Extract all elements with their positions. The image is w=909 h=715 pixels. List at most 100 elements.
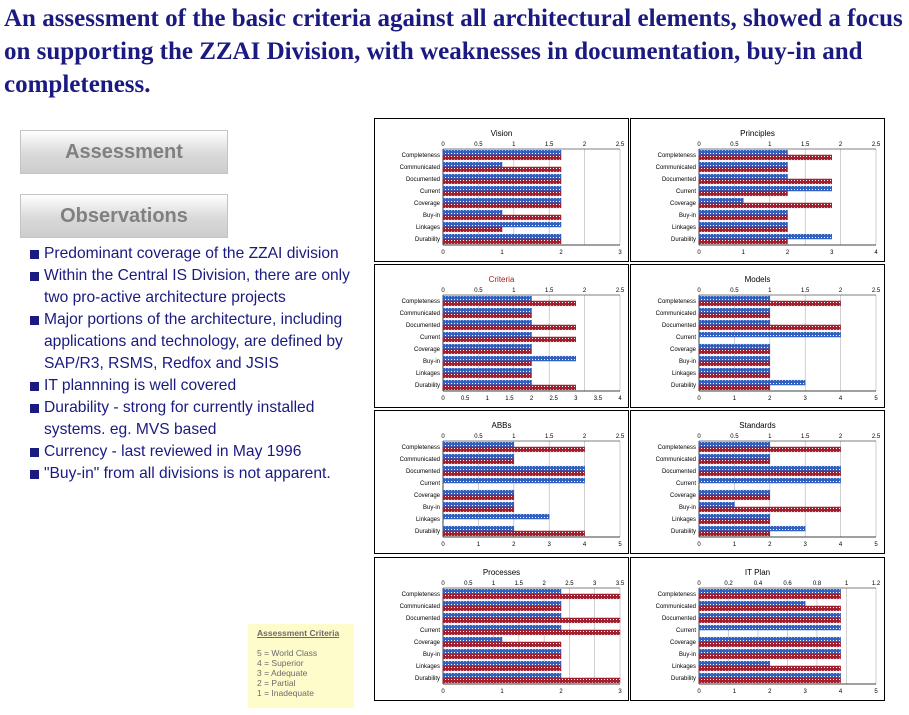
category-label: Completeness [658,153,696,159]
bottom-tick-label: 2 [768,396,772,402]
bar-blue [442,489,515,496]
bar-blue [698,343,771,350]
category-label: Completeness [658,592,696,598]
bar-blue [442,367,532,374]
bar-blue [698,513,771,520]
category-label: Linkages [672,371,696,377]
bar-blue [442,161,503,168]
top-tick-label: 1.5 [515,581,524,587]
category-label: Current [676,189,696,195]
bar-red [698,190,788,197]
chart-svg: IT Plan 0 0.2 0.4 0.6 0.8 1 1.2 0 1 2 3 4 5 Completene… [656,568,881,695]
bottom-tick-label: 5 [874,542,878,548]
legend-item: 1 = Inadequate [257,688,314,698]
top-tick-label: 0.5 [730,288,739,294]
bottom-tick-label: 4 [874,250,878,256]
bar-red [442,300,576,307]
top-tick-label: 2 [583,434,587,440]
bar-blue [442,648,562,655]
chart-svg: ABBs 0 0.5 1 1.5 2 2.5 0 1 2 3 4 5 Completeness Commun… [400,421,625,548]
bar-blue [698,489,771,496]
category-label: Completeness [402,299,440,305]
bar-red [442,494,515,501]
bar-red [442,653,562,660]
bottom-tick-label: 1 [733,396,737,402]
chart-abbs: ABBs 0 0.5 1 1.5 2 2.5 0 1 2 3 4 5 Completeness Commun… [374,410,629,554]
bar-blue [698,501,735,508]
bar-red [442,312,532,319]
bottom-tick-label: 0 [697,542,701,548]
top-tick-label: 1.5 [801,142,810,148]
bar-blue [442,588,562,595]
bar-red [442,641,562,648]
category-label: Linkages [672,517,696,523]
bar-blue [442,501,515,508]
bar-blue [698,233,832,240]
observation-item: Within the Central IS Division, there ar… [30,265,360,309]
top-tick-label: 0.5 [730,434,739,440]
bar-blue [442,453,515,460]
chart-processes: Processes 0 0.5 1 1.5 2 2.5 3 3.5 0 1 2 3 Completenes… [374,557,629,701]
category-label: Coverage [414,640,441,646]
chart-models: Models 0 0.5 1 1.5 2 2.5 0 1 2 3 4 5 Completeness Comm… [630,264,885,408]
bar-blue [698,197,744,204]
top-tick-label: 2.5 [616,434,625,440]
bar-red [698,360,771,367]
category-label: Completeness [402,153,440,159]
bar-red [442,446,585,453]
chart-title: Standards [739,421,775,430]
top-tick-label: 1 [512,142,516,148]
category-label: Coverage [670,347,697,353]
observation-text: Currency - last reviewed in May 1996 [44,443,302,460]
category-label: Completeness [402,445,440,451]
top-tick-label: 1 [768,288,772,294]
assessment-button[interactable]: Assessment [20,130,228,174]
bar-red [442,154,562,161]
category-label: Completeness [658,445,696,451]
category-label: Documented [406,177,440,183]
bottom-tick-label: 2 [768,689,772,695]
bottom-tick-label: 2 [512,542,516,548]
top-tick-label: 1 [492,581,496,587]
category-label: Linkages [416,664,440,670]
bar-blue [698,660,771,667]
category-label: Coverage [414,493,441,499]
bottom-tick-label: 1 [500,250,504,256]
category-label: Durability [415,237,440,243]
bottom-tick-label: 4 [839,689,843,695]
top-tick-label: 1.5 [545,142,554,148]
category-label: Coverage [670,640,697,646]
observations-button[interactable]: Observations [20,194,228,238]
bar-blue [698,185,832,192]
bottom-tick-label: 4 [839,396,843,402]
observation-item: Major portions of the architecture, incl… [30,309,360,375]
category-label: Communicated [656,604,696,610]
bottom-tick-label: 4 [839,542,843,548]
bottom-tick-label: 3 [618,689,622,695]
observation-item: IT plannning is well covered [30,375,360,397]
bar-blue [442,379,532,386]
bar-red [442,178,562,185]
bar-red [698,446,841,453]
bar-red [442,372,532,379]
chart-vision: Vision 0 0.5 1 1.5 2 2.5 0 1 2 3 Completeness Commun… [374,118,629,262]
bar-blue [698,672,841,679]
bar-blue [698,221,788,228]
top-tick-label: 0 [441,288,445,294]
bottom-tick-label: 3 [804,396,808,402]
chart-svg: Standards 0 0.5 1 1.5 2 2.5 0 1 2 3 4 5 Completeness C… [656,421,881,548]
bar-blue [698,149,788,156]
legend-title: Assessment Criteria [257,628,340,638]
bar-red [442,605,562,612]
bar-red [698,617,841,624]
bottom-tick-label: 2 [768,542,772,548]
category-label: Durability [415,529,440,535]
category-label: Communicated [400,457,440,463]
bar-red [698,166,788,173]
top-tick-label: 1 [768,142,772,148]
category-label: Durability [671,676,696,682]
bar-blue [442,185,562,192]
square-bullet-icon [30,316,39,325]
top-tick-label: 0 [441,581,445,587]
bar-red [442,665,562,672]
